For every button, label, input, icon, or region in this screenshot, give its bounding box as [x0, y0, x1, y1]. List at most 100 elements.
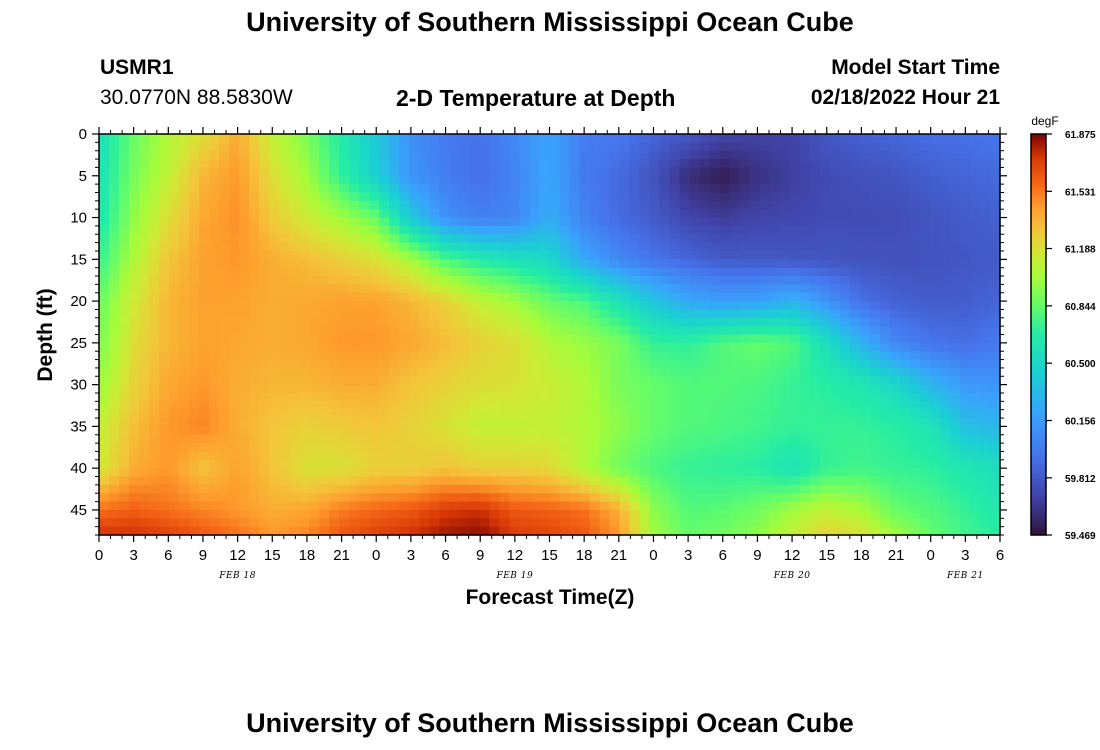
heatmap-cell: [679, 493, 691, 503]
heatmap-cell: [479, 167, 491, 177]
heatmap-cell: [509, 175, 521, 185]
heatmap-cell: [499, 234, 511, 244]
heatmap-cell: [659, 242, 671, 252]
heatmap-cell: [909, 292, 921, 302]
heatmap-cell: [869, 134, 881, 143]
heatmap-cell: [409, 301, 420, 311]
heatmap-cell: [489, 134, 501, 143]
heatmap-cell: [779, 209, 791, 219]
heatmap-cell: [849, 351, 861, 361]
heatmap-cell: [189, 518, 200, 528]
heatmap-cell: [539, 159, 551, 169]
heatmap-cell: [559, 468, 571, 478]
heatmap-cell: [959, 484, 971, 494]
heatmap-cell: [369, 242, 380, 252]
heatmap-cell: [649, 150, 661, 160]
heatmap-cell: [119, 292, 130, 302]
heatmap-cell: [259, 351, 270, 361]
heatmap-cell: [369, 426, 380, 436]
heatmap-cell: [529, 434, 541, 444]
heatmap-cell: [239, 501, 250, 511]
heatmap-cell: [379, 326, 390, 336]
heatmap-cell: [519, 518, 531, 528]
heatmap-cell: [209, 242, 220, 252]
heatmap-cell: [989, 234, 1001, 244]
heatmap-cell: [799, 484, 811, 494]
heatmap-cell: [839, 351, 851, 361]
heatmap-cell: [499, 401, 511, 411]
heatmap-cell: [479, 150, 491, 160]
heatmap-cell: [619, 192, 631, 202]
heatmap-cell: [339, 351, 350, 361]
heatmap-cell: [939, 392, 951, 402]
heatmap-cell: [259, 284, 270, 294]
heatmap-cell: [329, 317, 340, 327]
heatmap-cell: [809, 250, 821, 260]
heatmap-cell: [669, 418, 681, 427]
heatmap-cell: [609, 134, 621, 143]
heatmap-cell: [179, 376, 190, 386]
heatmap-cell: [159, 426, 170, 436]
heatmap-cell: [559, 234, 571, 244]
heatmap-cell: [129, 426, 140, 436]
heatmap-cell: [659, 459, 671, 469]
heatmap-cell: [579, 459, 591, 469]
heatmap-cell: [289, 234, 300, 244]
heatmap-cell: [459, 426, 471, 436]
heatmap-cell: [849, 334, 861, 344]
heatmap-cell: [699, 209, 711, 219]
heatmap-cell: [239, 217, 250, 227]
heatmap-cell: [829, 451, 841, 461]
heatmap-cell: [109, 242, 120, 252]
heatmap-cell: [109, 284, 120, 294]
heatmap-cell: [479, 468, 491, 478]
heatmap-cell: [929, 159, 941, 169]
heatmap-cell: [359, 426, 370, 436]
heatmap-cell: [769, 384, 781, 394]
heatmap-cell: [559, 309, 571, 319]
heatmap-cell: [929, 209, 941, 219]
heatmap-cell: [139, 351, 150, 361]
heatmap-cell: [709, 142, 721, 152]
heatmap-cell: [129, 167, 140, 177]
heatmap-cell: [769, 284, 781, 294]
heatmap-cell: [599, 175, 611, 185]
heatmap-cell: [709, 443, 721, 453]
heatmap-cell: [129, 509, 140, 519]
heatmap-cell: [739, 501, 751, 511]
heatmap-cell: [529, 501, 541, 511]
heatmap-cell: [479, 259, 491, 269]
heatmap-cell: [549, 501, 561, 511]
heatmap-cell: [529, 384, 541, 394]
heatmap-cell: [809, 501, 821, 511]
heatmap-cell: [239, 259, 250, 269]
heatmap-cell: [99, 367, 110, 377]
heatmap-cell: [939, 209, 951, 219]
heatmap-cell: [889, 359, 901, 369]
heatmap-cell: [239, 401, 250, 411]
heatmap-cell: [959, 401, 971, 411]
heatmap-cell: [479, 276, 491, 285]
heatmap-cell: [409, 526, 420, 536]
heatmap-cell: [499, 359, 511, 369]
heatmap-cell: [919, 459, 931, 469]
heatmap-cell: [589, 150, 601, 160]
heatmap-cell: [669, 501, 681, 511]
heatmap-cell: [689, 225, 701, 235]
heatmap-cell: [139, 267, 150, 277]
heatmap-cell: [179, 326, 190, 336]
heatmap-cell: [729, 384, 741, 394]
heatmap-cell: [419, 259, 430, 269]
heatmap-cell: [809, 167, 821, 177]
heatmap-cell: [959, 159, 971, 169]
heatmap-cell: [239, 292, 250, 302]
heatmap-cell: [849, 259, 861, 269]
heatmap-cell: [659, 217, 671, 227]
heatmap-cell: [759, 384, 771, 394]
heatmap-cell: [649, 376, 661, 386]
heatmap-cell: [99, 359, 110, 369]
heatmap-cell: [879, 401, 891, 411]
heatmap-cell: [299, 376, 310, 386]
heatmap-cell: [689, 175, 701, 185]
heatmap-cell: [329, 159, 340, 169]
